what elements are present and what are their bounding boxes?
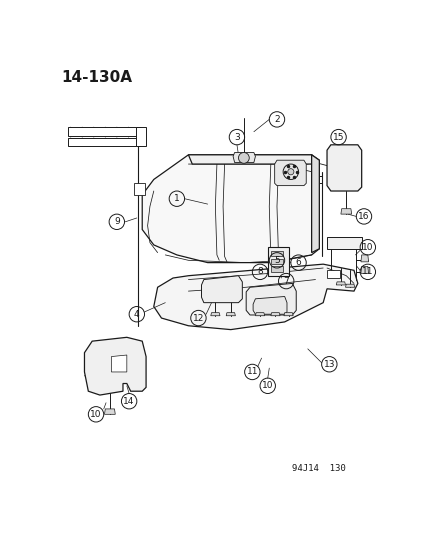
Text: 8: 8 <box>257 268 263 276</box>
Text: 3: 3 <box>234 133 240 142</box>
Text: 10: 10 <box>90 410 102 419</box>
Text: 11: 11 <box>362 268 373 276</box>
Polygon shape <box>336 282 346 285</box>
Polygon shape <box>361 255 369 262</box>
Text: 7: 7 <box>283 277 289 286</box>
Polygon shape <box>271 313 280 316</box>
Polygon shape <box>67 138 140 147</box>
Polygon shape <box>246 284 296 315</box>
Polygon shape <box>271 266 283 272</box>
Polygon shape <box>211 313 220 316</box>
Polygon shape <box>67 127 140 135</box>
Text: 6: 6 <box>296 258 301 267</box>
Polygon shape <box>268 247 289 277</box>
Text: 15: 15 <box>333 133 344 142</box>
Polygon shape <box>233 152 256 163</box>
Circle shape <box>288 168 294 175</box>
Text: 10: 10 <box>262 381 274 390</box>
Polygon shape <box>85 337 146 395</box>
Circle shape <box>238 152 249 163</box>
Polygon shape <box>253 296 287 314</box>
Polygon shape <box>136 127 146 147</box>
Text: 13: 13 <box>324 360 335 369</box>
Polygon shape <box>284 313 293 316</box>
Polygon shape <box>112 355 127 372</box>
Text: 94J14  130: 94J14 130 <box>292 464 346 473</box>
Polygon shape <box>226 313 235 316</box>
Polygon shape <box>327 237 362 249</box>
Text: 12: 12 <box>193 313 204 322</box>
Text: 16: 16 <box>358 212 370 221</box>
Text: 14-130A: 14-130A <box>61 70 132 85</box>
Polygon shape <box>312 155 319 253</box>
Polygon shape <box>134 183 144 195</box>
Polygon shape <box>104 409 115 414</box>
Text: 4: 4 <box>134 310 140 319</box>
Polygon shape <box>346 284 355 287</box>
Text: 1: 1 <box>174 194 180 203</box>
Polygon shape <box>341 209 352 214</box>
Polygon shape <box>274 160 306 185</box>
Text: 10: 10 <box>362 243 373 252</box>
Polygon shape <box>327 145 362 191</box>
Polygon shape <box>189 155 315 164</box>
Polygon shape <box>142 155 319 263</box>
Text: 2: 2 <box>274 115 280 124</box>
Polygon shape <box>202 276 242 303</box>
Text: 5: 5 <box>274 256 280 265</box>
Polygon shape <box>271 259 283 264</box>
Polygon shape <box>327 270 340 278</box>
Text: 11: 11 <box>247 367 258 376</box>
Polygon shape <box>256 313 265 316</box>
Polygon shape <box>271 251 283 256</box>
Polygon shape <box>361 266 369 273</box>
Polygon shape <box>154 264 358 329</box>
Text: 14: 14 <box>123 397 135 406</box>
Text: 9: 9 <box>114 217 120 227</box>
